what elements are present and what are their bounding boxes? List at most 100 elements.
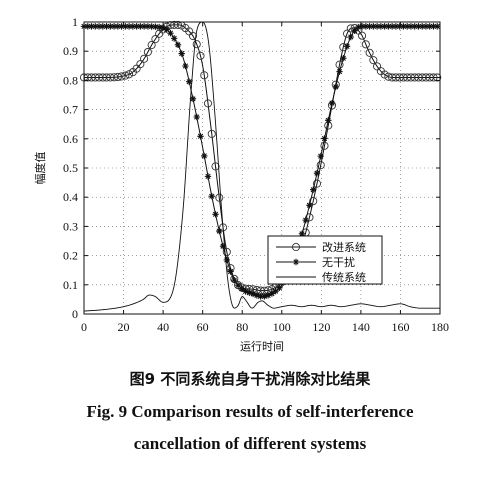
y-tick-label: 0.2: [63, 249, 78, 263]
series-marker: [276, 284, 283, 292]
series-marker: [317, 152, 324, 160]
series-marker: [143, 47, 152, 57]
series-marker: [430, 23, 437, 30]
series-marker: [151, 35, 160, 44]
series-marker: [212, 211, 219, 218]
series-marker: [207, 129, 216, 138]
figure-caption-english-line-2: cancellation of different systems: [133, 434, 367, 453]
series-marker: [400, 23, 407, 30]
series-line: [84, 25, 440, 297]
series-marker: [355, 23, 362, 31]
series-marker: [84, 23, 91, 30]
series-marker: [426, 23, 433, 30]
series-marker: [336, 68, 343, 75]
series-marker: [320, 141, 329, 150]
x-axis-title: 运行时间: [240, 340, 284, 353]
series-marker: [342, 29, 352, 38]
series-marker: [227, 268, 234, 275]
legend-label: 无干扰: [322, 255, 355, 269]
series-marker: [188, 31, 198, 41]
y-tick-label: 0.5: [63, 161, 78, 175]
series-marker: [246, 289, 253, 296]
series-marker: [325, 117, 332, 124]
series-marker: [422, 23, 430, 30]
series-marker: [163, 26, 170, 33]
series-marker: [335, 60, 344, 69]
series-marker: [358, 23, 366, 30]
series-marker: [433, 73, 442, 82]
series-marker: [140, 54, 149, 63]
series-marker: [144, 23, 152, 30]
series-marker: [203, 99, 213, 108]
x-tick-label: 180: [431, 320, 449, 334]
series-marker: [253, 292, 261, 299]
x-tick-label: 100: [273, 320, 291, 334]
series-marker: [242, 288, 249, 295]
line-chart: 0 20 40 60 80 100 120 140 160 180 0 0.1 0.2 0.3 0.4 0.5…: [33, 15, 449, 353]
series-marker: [321, 135, 328, 142]
series-marker: [178, 50, 185, 57]
y-tick-label: 0.4: [63, 190, 78, 204]
series-marker: [122, 23, 129, 30]
series-marker: [113, 72, 122, 82]
series-marker: [377, 23, 385, 30]
y-tick-label: 0: [72, 307, 78, 321]
series-marker: [343, 43, 351, 50]
y-tick-label: 0.3: [63, 219, 78, 233]
series-marker: [137, 23, 144, 30]
series-marker: [373, 23, 381, 30]
series-marker: [136, 60, 145, 69]
series-marker: [381, 23, 388, 30]
figure-caption-english-line-1: Fig. 9 Comparison results of self-interf…: [86, 402, 414, 421]
series-marker: [103, 23, 110, 30]
series-marker: [369, 56, 378, 65]
series-marker: [231, 276, 238, 284]
series-marker: [201, 152, 208, 160]
series-marker: [388, 23, 396, 30]
x-tick-label: 20: [118, 320, 130, 334]
series-marker: [216, 227, 223, 235]
series-marker: [140, 23, 148, 30]
series-marker: [92, 23, 99, 30]
x-tick-label: 0: [81, 320, 87, 334]
series-marker: [155, 23, 163, 31]
series-marker: [121, 71, 130, 80]
series-marker: [370, 23, 377, 30]
series-marker: [107, 23, 114, 30]
series-3: [83, 21, 440, 312]
series-marker: [312, 179, 322, 188]
series-marker: [211, 162, 220, 171]
series-marker: [403, 23, 411, 30]
legend-label: 改进系统: [322, 240, 366, 254]
series-marker: [358, 31, 367, 40]
series-marker: [306, 202, 313, 209]
series-line: [84, 24, 440, 292]
series-marker: [366, 23, 373, 30]
series-marker: [173, 20, 182, 29]
series-1: [79, 20, 442, 295]
series-marker: [328, 99, 336, 107]
series-marker: [365, 48, 374, 57]
series-marker: [249, 290, 257, 298]
series-marker: [182, 62, 189, 70]
series-marker: [347, 33, 355, 41]
series-marker: [88, 23, 95, 30]
series-marker: [186, 78, 193, 85]
series-marker: [298, 230, 306, 238]
series-marker: [170, 35, 178, 42]
series-marker: [261, 293, 268, 300]
series-marker: [204, 173, 212, 180]
series-marker: [272, 287, 279, 295]
series-marker: [133, 23, 140, 30]
series-marker: [309, 197, 318, 206]
series-marker: [110, 23, 118, 30]
series-marker: [385, 23, 392, 30]
series-line: [83, 21, 440, 312]
series-marker: [268, 290, 276, 297]
y-tick-label: 1: [72, 15, 78, 29]
legend-label: 传统系统: [322, 271, 366, 284]
series-marker: [192, 40, 201, 49]
series-marker: [434, 23, 441, 30]
series-marker: [362, 23, 370, 30]
